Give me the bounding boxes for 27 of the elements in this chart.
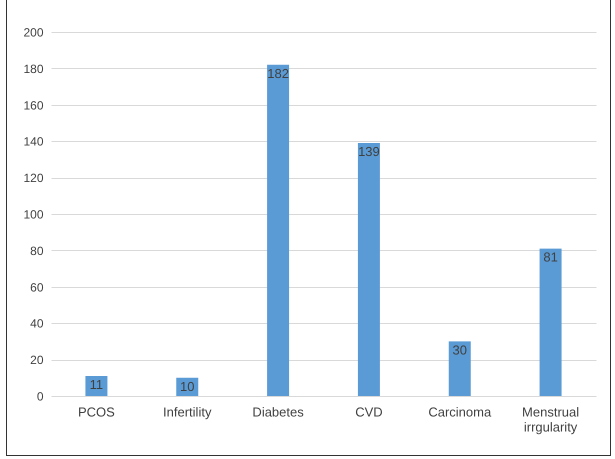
x-tick-label: Infertility	[163, 404, 212, 420]
y-tick-label: 60	[30, 280, 44, 294]
data-label: 11	[90, 376, 104, 392]
data-label: 139	[358, 144, 380, 160]
y-tick-label: 20	[30, 353, 44, 368]
x-tick-label: CVD	[355, 404, 383, 420]
bar	[267, 64, 290, 396]
y-tick-label: 0	[36, 390, 44, 404]
y-tick-label: 160	[23, 98, 44, 112]
bar	[358, 143, 380, 396]
y-tick-label: 100	[23, 208, 44, 222]
y-tick-label: 200	[23, 26, 44, 40]
data-label: 30	[452, 342, 467, 358]
y-tick-label: 40	[30, 316, 44, 331]
data-label: 10	[180, 378, 194, 394]
x-tick-label: PCOS	[78, 404, 116, 420]
x-tick-label: Menstrual irrgularity	[522, 404, 580, 434]
bar	[448, 341, 471, 396]
y-tick-label: 140	[23, 134, 44, 149]
x-tick-label: Diabetes	[252, 404, 304, 420]
y-tick-label: 120	[23, 171, 44, 186]
bar	[540, 248, 562, 396]
data-label: 81	[543, 250, 558, 265]
data-label: 182	[267, 66, 289, 81]
x-tick-label: Carcinoma	[428, 404, 492, 420]
y-tick-label: 180	[23, 62, 44, 76]
y-tick-label: 80	[30, 244, 44, 258]
